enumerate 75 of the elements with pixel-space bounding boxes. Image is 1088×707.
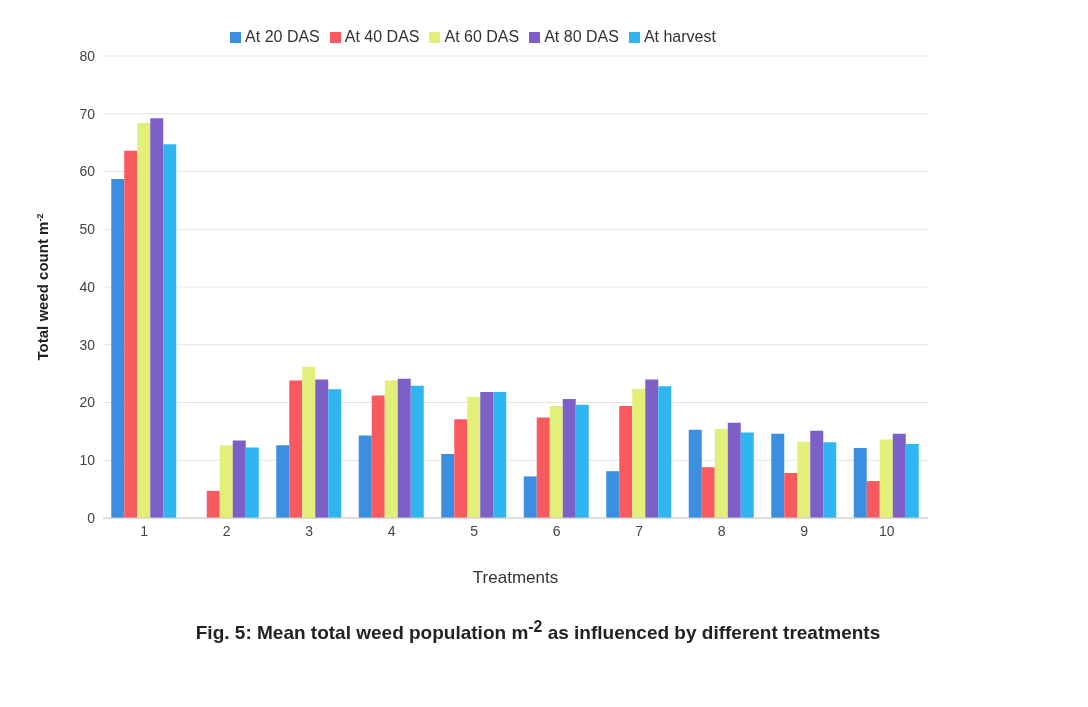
bar [454, 419, 468, 518]
y-tick-label: 40 [79, 278, 96, 295]
bar [523, 476, 537, 518]
x-tick-label: 9 [800, 522, 809, 539]
bar [493, 392, 507, 518]
bar [879, 439, 893, 518]
bar [206, 490, 220, 518]
bar [562, 399, 576, 518]
bar [219, 445, 233, 518]
y-tick-label: 80 [79, 47, 96, 64]
x-tick-label: 10 [878, 522, 895, 539]
bar [823, 442, 837, 518]
bar [358, 435, 372, 518]
bar [480, 392, 494, 518]
bar [701, 467, 715, 518]
legend-label: At 60 DAS [444, 28, 520, 45]
bar [905, 444, 919, 518]
x-tick-label: 5 [470, 522, 479, 539]
x-tick-label: 1 [140, 522, 149, 539]
bar [536, 417, 550, 518]
bar [645, 379, 659, 518]
bar [810, 430, 824, 518]
legend-label: At harvest [643, 28, 716, 45]
y-tick-label: 20 [79, 394, 96, 411]
bar [276, 445, 290, 518]
bar [150, 118, 164, 518]
legend-label: At 40 DAS [344, 28, 420, 45]
bar [892, 433, 906, 518]
bar [797, 441, 811, 518]
y-tick-label: 70 [79, 105, 96, 122]
bar [289, 380, 303, 518]
bar [467, 396, 481, 518]
bar [410, 385, 424, 518]
legend-label: At 80 DAS [544, 28, 619, 45]
x-tick-label: 8 [717, 522, 726, 539]
bar [575, 404, 589, 518]
bar [853, 448, 867, 518]
bar [771, 433, 785, 518]
bar [784, 472, 798, 518]
bar [245, 447, 259, 518]
x-axis-title: Treatments [472, 568, 559, 587]
bar [619, 405, 633, 518]
y-tick-label: 30 [79, 336, 96, 353]
bar [688, 429, 702, 518]
bar [740, 432, 754, 518]
bar [315, 379, 329, 518]
bar [441, 453, 455, 518]
x-tick-label: 7 [635, 522, 644, 539]
bar [727, 422, 741, 518]
bar [302, 366, 316, 518]
text: Fig. 5: Mean total weed population m$^{-2}$ as influenced by different treatments [194, 618, 882, 645]
y-tick-label: 60 [79, 163, 96, 180]
bar [397, 378, 411, 518]
legend-label: At 20 DAS [245, 28, 320, 45]
bar [632, 388, 646, 518]
bar [866, 481, 880, 518]
bar [137, 122, 151, 518]
bar [111, 179, 125, 518]
bar [163, 144, 177, 518]
y-tick-label: 10 [79, 452, 96, 469]
x-tick-label: 4 [387, 522, 396, 539]
bar [232, 440, 246, 518]
bar [658, 386, 672, 518]
y-tick-label: 0 [87, 509, 96, 526]
bar [549, 405, 563, 518]
y-tick-label: 50 [79, 221, 96, 238]
bar [606, 471, 620, 518]
bar [124, 150, 138, 518]
bar [384, 380, 398, 518]
bar [714, 429, 728, 518]
x-tick-label: 6 [552, 522, 561, 539]
x-tick-label: 3 [305, 522, 314, 539]
bar [371, 395, 385, 518]
x-tick-label: 2 [222, 522, 231, 539]
bar [328, 389, 342, 518]
